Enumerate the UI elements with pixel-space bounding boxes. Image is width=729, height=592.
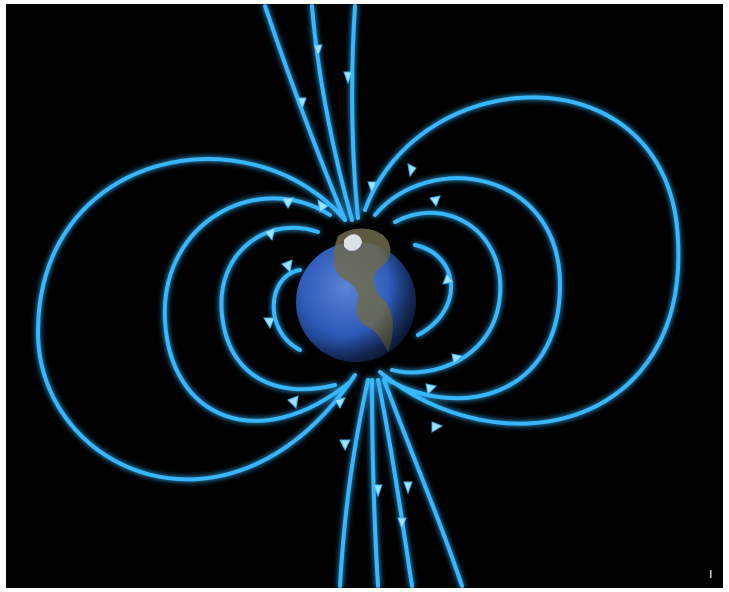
arrow-icon: [403, 481, 413, 495]
field-arrows: [263, 44, 464, 531]
arrow-icon: [263, 317, 275, 330]
arrow-icon: [407, 163, 417, 178]
arrow-icon: [287, 395, 299, 410]
arrow-icon: [343, 71, 353, 85]
magnetic-field-scene: [6, 4, 723, 588]
magnetic-field-illustration: [35, 4, 712, 588]
arrow-icon: [425, 383, 438, 396]
field-line-south-1: [370, 378, 380, 588]
arrow-icon: [281, 259, 293, 274]
corner-mark: [710, 570, 712, 578]
arrow-icon: [367, 181, 377, 195]
arrow-icon: [373, 484, 383, 498]
arrow-icon: [397, 517, 407, 531]
arrow-icon: [442, 272, 454, 285]
arrow-icon: [339, 439, 351, 452]
arrow-icon: [264, 227, 276, 242]
field-line-north-3: [350, 4, 360, 220]
field-line-outer-right: [363, 95, 681, 426]
arrow-icon: [451, 353, 464, 366]
arrow-icon: [297, 97, 307, 111]
arrow-icon: [281, 197, 295, 209]
arrow-icon: [313, 44, 323, 58]
field-line-south-2: [376, 378, 414, 588]
field-line-mid-left: [162, 196, 352, 423]
field-line-south-4: [338, 378, 370, 588]
arrow-icon: [334, 397, 346, 410]
arrow-icon: [317, 199, 329, 213]
field-line-north-1: [263, 4, 347, 222]
arrow-icon: [431, 421, 444, 433]
field-line-outer-left: [35, 157, 357, 482]
earth-globe-icon: [296, 228, 416, 362]
field-line-north-2: [310, 4, 354, 222]
field-line-south-3: [382, 378, 464, 588]
field-line-core-left: [271, 268, 302, 352]
field-line-mid-right: [373, 176, 563, 401]
field-line-core-right: [413, 243, 454, 337]
field-line-inner-right: [390, 210, 503, 375]
arrow-icon: [429, 195, 441, 208]
field-lines: [35, 4, 681, 588]
